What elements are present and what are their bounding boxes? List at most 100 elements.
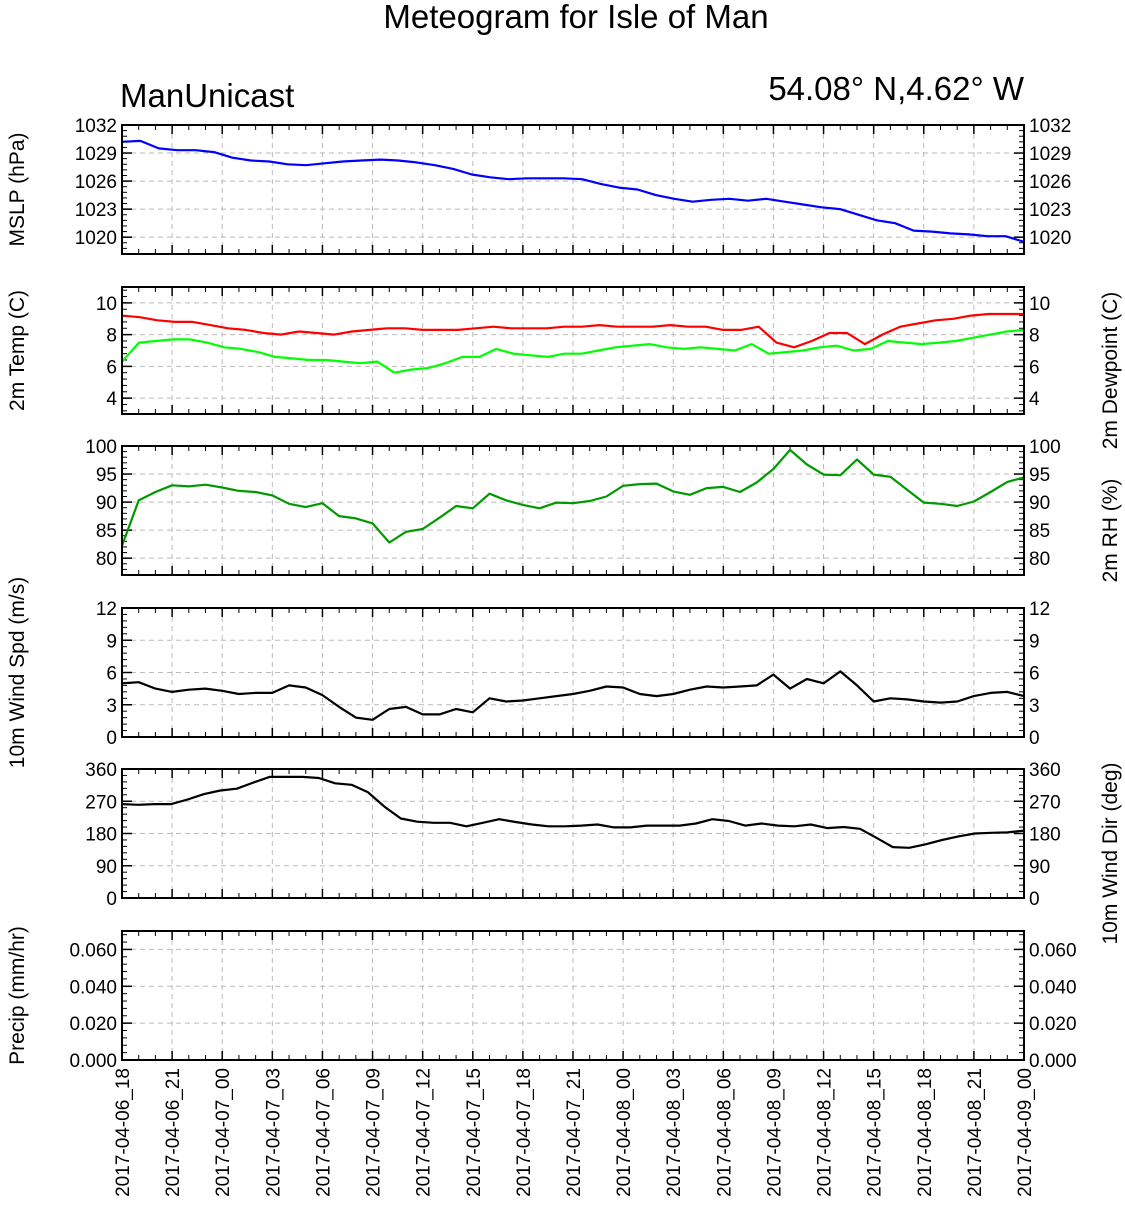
y-tick-label-right: 0.000 <box>1029 1051 1077 1072</box>
y-tick-label-right: 90 <box>1029 493 1050 514</box>
y-tick-label: 80 <box>96 549 117 570</box>
x-tick-label: 2017-04-08_03 <box>664 1068 685 1197</box>
series-line-1 <box>121 670 1025 721</box>
y-tick-label: 1026 <box>75 172 117 193</box>
x-tick-label: 2017-04-07_06 <box>313 1068 334 1197</box>
y-tick-label-right: 180 <box>1029 825 1061 846</box>
y-tick-label: 180 <box>85 825 117 846</box>
y-tick-label-right: 4 <box>1029 389 1040 410</box>
y-tick-label-right: 95 <box>1029 465 1050 486</box>
y-tick-label: 0 <box>106 889 117 910</box>
x-tick-label: 2017-04-08_18 <box>915 1068 936 1197</box>
y-tick-label: 270 <box>85 792 117 813</box>
panel-4: 0 0 3 3 6 6 9 9 12 12 10m Wind Spd (m/s) <box>6 577 1050 768</box>
y-tick-label-right: 0.040 <box>1029 977 1077 998</box>
y-tick-label: 9 <box>106 631 117 652</box>
x-tick-label: 2017-04-07_21 <box>564 1068 585 1197</box>
x-tick-label: 2017-04-07_00 <box>213 1068 234 1197</box>
y-tick-label-right: 0.060 <box>1029 940 1077 961</box>
y-tick-label-right: 90 <box>1029 857 1050 878</box>
y-tick-label: 90 <box>96 857 117 878</box>
y-axis-label: 10m Wind Spd (m/s) <box>6 577 29 768</box>
y-tick-label-right: 0 <box>1029 889 1040 910</box>
location-coordinates: 54.08° N,4.62° W <box>768 70 1025 107</box>
x-tick-label: 2017-04-07_09 <box>364 1068 385 1197</box>
x-tick-label: 2017-04-07_18 <box>514 1068 535 1197</box>
x-tick-label: 2017-04-07_12 <box>414 1068 435 1197</box>
panel-6: 0.000 0.000 0.020 0.020 0.040 0.040 0.060 0.060… <box>6 926 1077 1072</box>
y-tick-label: 6 <box>106 664 117 685</box>
y-axis-label: Precip (mm/hr) <box>6 926 29 1065</box>
x-tick-label: 2017-04-08_15 <box>865 1068 886 1197</box>
y-tick-label-right: 85 <box>1029 521 1050 542</box>
series-line-1 <box>120 448 1025 547</box>
panel-3: 80 80 85 85 90 90 95 95 100 100 2m RH (%) <box>85 437 1122 582</box>
y-tick-label: 3 <box>106 696 117 717</box>
x-tick-label: 2017-04-08_06 <box>714 1068 735 1197</box>
x-tick-label: 2017-04-08_12 <box>815 1068 836 1197</box>
y-tick-label: 0.060 <box>69 940 117 961</box>
y-tick-label-right: 9 <box>1029 631 1040 652</box>
y-tick-label-right: 1026 <box>1029 172 1071 193</box>
series-line-1 <box>121 775 1025 849</box>
y-axis-label-right: 2m Dewpoint (C) <box>1099 292 1122 450</box>
y-tick-label-right: 6 <box>1029 357 1040 378</box>
panel-frame <box>121 607 1025 738</box>
y-tick-label: 360 <box>85 760 117 781</box>
y-axis-label-right: 10m Wind Dir (deg) <box>1099 762 1122 944</box>
y-tick-label-right: 0 <box>1029 728 1040 749</box>
y-tick-label: 85 <box>96 521 117 542</box>
panel-frame <box>121 124 1025 255</box>
y-tick-label: 0.020 <box>69 1014 117 1035</box>
chart-title: Meteogram for Isle of Man <box>383 0 768 35</box>
y-tick-label: 0 <box>106 728 117 749</box>
y-tick-label: 4 <box>106 389 117 410</box>
x-tick-label: 2017-04-08_00 <box>614 1068 635 1197</box>
y-tick-label: 0.040 <box>69 977 117 998</box>
series-line-1 <box>121 312 1024 349</box>
y-tick-label: 1023 <box>75 200 117 221</box>
y-tick-label-right: 1032 <box>1029 116 1071 137</box>
x-tick-label: 2017-04-09_00 <box>1015 1068 1036 1197</box>
y-tick-label: 1029 <box>75 144 117 165</box>
y-tick-label: 0.000 <box>69 1051 117 1072</box>
y-axis-label: MSLP (hPa) <box>6 133 29 247</box>
y-tick-label-right: 12 <box>1029 599 1050 620</box>
y-tick-label-right: 3 <box>1029 696 1040 717</box>
x-tick-label: 2017-04-08_09 <box>764 1068 785 1197</box>
y-tick-label: 6 <box>106 357 117 378</box>
y-axis-label: 2m Temp (C) <box>6 290 29 411</box>
panel-frame <box>121 930 1025 1061</box>
y-tick-label: 95 <box>96 465 117 486</box>
y-tick-label: 100 <box>85 437 117 458</box>
x-tick-label: 2017-04-07_03 <box>263 1068 284 1197</box>
y-tick-label-right: 8 <box>1029 326 1040 347</box>
y-tick-label-right: 270 <box>1029 792 1061 813</box>
y-tick-label-right: 6 <box>1029 664 1040 685</box>
y-tick-label: 1032 <box>75 116 117 137</box>
x-tick-label: 2017-04-06_18 <box>113 1068 134 1197</box>
y-axis-label-right: 2m RH (%) <box>1099 479 1122 583</box>
y-tick-label: 8 <box>106 326 117 347</box>
x-tick-label: 2017-04-06_21 <box>163 1068 184 1197</box>
y-tick-label: 90 <box>96 493 117 514</box>
model-name: ManUnicast <box>120 77 294 114</box>
y-tick-label-right: 100 <box>1029 437 1061 458</box>
y-tick-label-right: 1029 <box>1029 144 1071 165</box>
y-tick-label-right: 360 <box>1029 760 1061 781</box>
x-tick-label: 2017-04-08_21 <box>965 1068 986 1197</box>
panel-frame <box>121 445 1025 576</box>
y-tick-label-right: 80 <box>1029 549 1050 570</box>
panel-1: 1020 1020 1023 1023 1026 1026 1029 1029 1032 1032… <box>6 116 1071 255</box>
y-tick-label: 10 <box>96 294 117 315</box>
y-tick-label-right: 1020 <box>1029 228 1071 249</box>
series-line-1 <box>121 139 1025 243</box>
y-tick-label-right: 10 <box>1029 294 1050 315</box>
y-tick-label: 1020 <box>75 228 117 249</box>
panel-2: 4 4 6 6 8 8 10 10 2m Temp (C) 2m Dewpoint (C) <box>6 286 1122 450</box>
panel-5: 0 0 90 90 180 180 270 270 360 360 10m Wind Dir (de… <box>85 760 1122 945</box>
y-tick-label-right: 1023 <box>1029 200 1071 221</box>
series-line-2 <box>121 328 1025 374</box>
